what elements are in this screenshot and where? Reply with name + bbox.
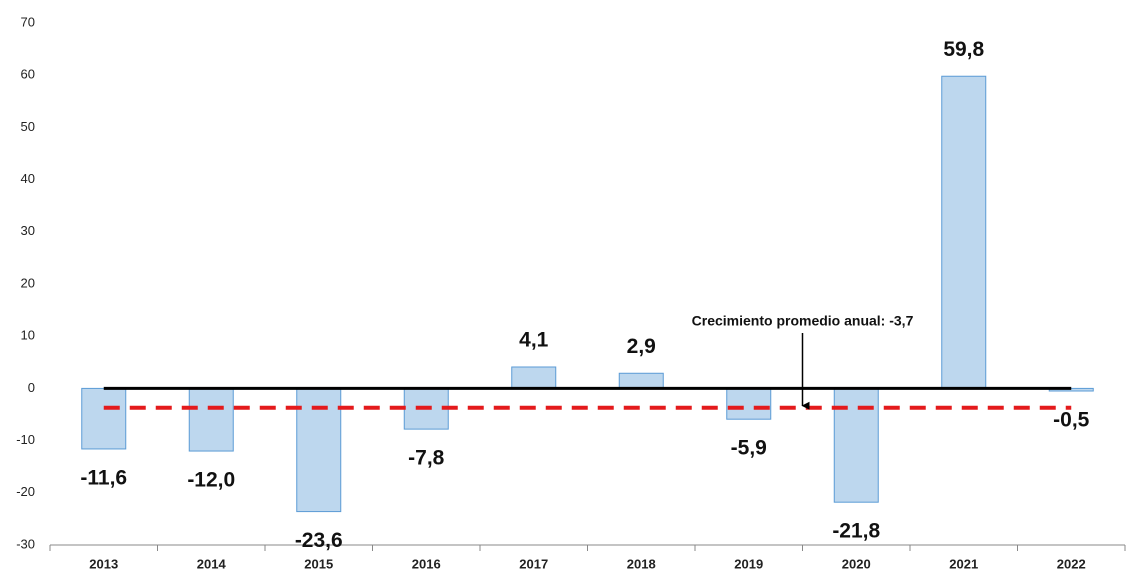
bar — [941, 75, 987, 389]
x-tick-label: 2020 — [842, 556, 871, 570]
value-label: 2,9 — [627, 335, 656, 358]
y-tick-label: -20 — [16, 484, 35, 499]
x-tick-label: 2015 — [304, 556, 333, 570]
value-label: -7,8 — [408, 447, 445, 470]
y-tick-label: 0 — [28, 380, 35, 395]
bar — [726, 387, 772, 420]
y-tick-label: -10 — [16, 432, 35, 447]
bar — [833, 387, 879, 503]
value-label: -21,8 — [832, 520, 880, 543]
value-label: -23,6 — [295, 529, 343, 552]
x-tick-label: 2017 — [519, 556, 548, 570]
y-tick-label: 60 — [21, 67, 35, 82]
y-tick-label: 70 — [21, 14, 35, 29]
bar — [188, 387, 234, 452]
average-annotation: Crecimiento promedio anual: -3,7 — [692, 313, 914, 329]
x-tick-label: 2014 — [197, 556, 227, 570]
value-label: -12,0 — [187, 469, 235, 492]
value-label: -11,6 — [80, 466, 127, 489]
y-tick-label: 40 — [21, 171, 35, 186]
bar — [81, 387, 127, 450]
x-tick-label: 2022 — [1057, 556, 1086, 570]
x-tick-label: 2018 — [627, 556, 656, 570]
x-tick-label: 2019 — [734, 556, 763, 570]
y-tick-label: 30 — [21, 223, 35, 238]
value-label: 4,1 — [519, 329, 549, 352]
x-tick-label: 2013 — [89, 556, 118, 570]
value-label: 59,8 — [943, 38, 984, 61]
value-label: -5,9 — [731, 437, 767, 460]
x-tick-label: 2021 — [949, 556, 978, 570]
y-tick-label: 50 — [21, 119, 35, 134]
y-tick-label: -30 — [16, 536, 35, 551]
y-tick-label: 20 — [21, 275, 35, 290]
value-label: -0,5 — [1053, 409, 1090, 432]
bar — [511, 366, 557, 389]
x-tick-label: 2016 — [412, 556, 441, 570]
y-tick-label: 10 — [21, 328, 35, 343]
bar — [618, 372, 664, 389]
